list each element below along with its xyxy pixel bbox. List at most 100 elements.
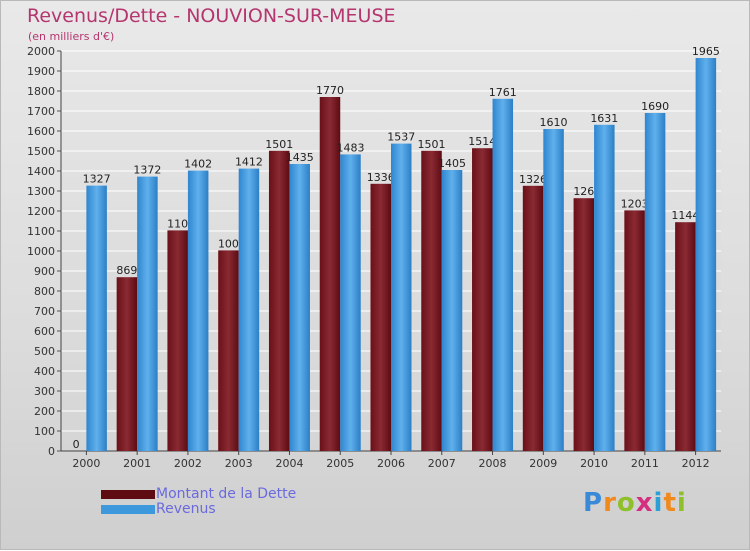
logo-letter: i [653,488,664,518]
data-label-dette: 1144 [671,209,699,222]
y-tick-label: 300 [34,385,55,398]
bar-revenus [695,58,717,451]
data-label-dette: 1336 [367,171,395,184]
logo-letter: o [616,488,636,518]
data-label-dette: 1501 [418,138,446,151]
x-tick-label: 2006 [377,457,405,470]
data-label-dette: 1501 [265,138,293,151]
bar-revenus [543,129,564,451]
bar-dette [268,150,290,452]
logo-letter: r [603,488,617,518]
y-tick-label: 100 [34,425,55,438]
x-tick-label: 2005 [326,457,354,470]
bar-revenus [187,170,209,451]
bar-dette [624,210,645,451]
proxiti-logo: Proxiti [583,488,687,518]
data-label-revenus: 1761 [489,86,517,99]
x-tick-label: 2004 [275,457,303,470]
y-tick-label: 600 [34,325,55,338]
bar-dette [675,222,696,451]
y-tick-label: 1400 [27,165,55,178]
y-tick-label: 1600 [27,125,55,138]
legend-label-revenus: Revenus [156,501,216,517]
data-label-dette: 100 [218,237,239,250]
bar-revenus [289,164,310,451]
bar-revenus [86,185,107,451]
x-tick-label: 2010 [580,457,608,470]
y-tick-label: 1500 [27,145,55,158]
data-label-dette: 869 [116,264,137,277]
y-tick-label: 700 [34,305,55,318]
y-tick-label: 200 [34,405,55,418]
bar-revenus [340,154,361,451]
x-tick-label: 2001 [123,457,151,470]
y-tick-label: 400 [34,365,55,378]
bar-dette [319,97,341,451]
data-label-revenus: 1610 [540,116,568,129]
x-tick-label: 2002 [174,457,202,470]
legend-swatch-dette [101,490,155,499]
bar-revenus [441,170,463,451]
chart-subtitle: (en milliers d'€) [28,30,115,43]
y-tick-label: 0 [48,445,55,458]
data-label-revenus: 1483 [336,141,364,154]
data-label-revenus: 1690 [641,100,669,113]
bar-revenus [391,143,412,451]
data-label-dette: 0 [73,438,80,451]
data-label-revenus: 1631 [590,112,618,125]
y-tick-label: 1300 [27,185,55,198]
y-tick-label: 500 [34,345,55,358]
data-label-revenus: 1405 [438,157,466,170]
x-tick-label: 2011 [631,457,659,470]
data-label-revenus: 1435 [286,151,314,164]
data-label-dette: 1326 [519,173,547,186]
data-label-revenus: 1412 [235,156,263,169]
y-tick-label: 1800 [27,85,55,98]
logo-letter: i [676,488,687,518]
data-label-revenus: 1537 [387,131,415,144]
y-tick-label: 1900 [27,65,55,78]
y-tick-label: 1200 [27,205,55,218]
data-label-dette: 1770 [316,84,344,97]
bar-revenus [492,98,514,452]
logo-letter: P [583,488,604,518]
chart-title: Revenus/Dette - NOUVION-SUR-MEUSE [27,5,396,27]
bar-revenus [238,168,260,451]
bar-dette [370,183,391,452]
legend-swatch-revenus [101,505,155,514]
data-label-revenus: 1327 [83,173,111,186]
y-tick-label: 900 [34,265,55,278]
bar-revenus [644,113,666,451]
legend-label-dette: Montant de la Dette [156,486,297,502]
data-label-dette: 126 [573,185,594,198]
y-tick-label: 1100 [27,225,55,238]
x-tick-label: 2012 [682,457,710,470]
data-label-revenus: 1965 [692,45,720,58]
y-tick-label: 800 [34,285,55,298]
data-label-dette: 1514 [468,135,496,148]
logo-letter: t [663,488,677,518]
bar-revenus [594,124,615,452]
data-label-dette: 110 [167,217,188,230]
data-label-revenus: 1372 [133,164,161,177]
data-label-dette: 1203 [621,197,649,210]
y-tick-label: 1700 [27,105,55,118]
x-tick-label: 2000 [72,457,100,470]
x-tick-label: 2003 [225,457,253,470]
x-tick-label: 2009 [529,457,557,470]
x-tick-label: 2007 [428,457,456,470]
bar-dette [472,148,493,451]
bar-dette [421,150,442,452]
x-tick-label: 2008 [479,457,507,470]
bar-revenus [137,176,158,451]
bar-dette [167,230,188,451]
logo-letter: x [635,488,654,518]
y-tick-label: 1000 [27,245,55,258]
bar-dette [116,277,138,451]
bar-dette [573,198,595,451]
bar-dette [522,185,544,452]
bar-dette [218,250,239,451]
y-tick-label: 2000 [27,45,55,58]
